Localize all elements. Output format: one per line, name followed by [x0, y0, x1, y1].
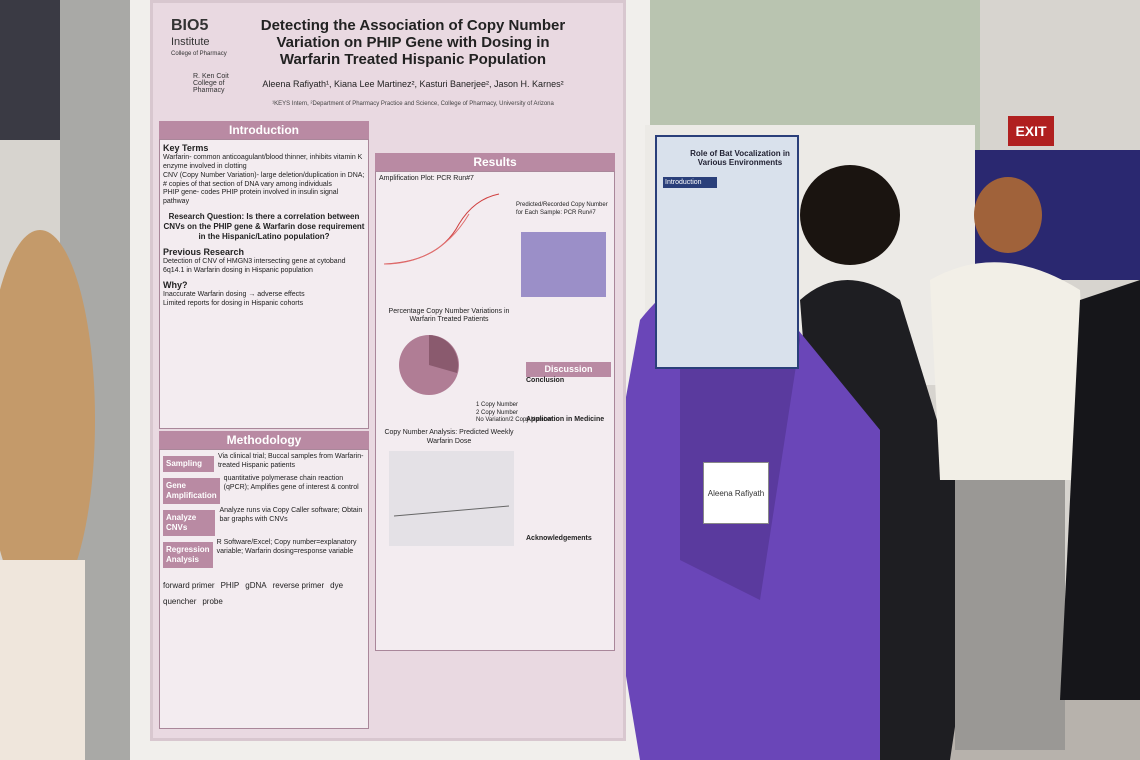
step-row: Analyze CNVs Analyze runs via Copy Caller…	[163, 507, 365, 539]
method-box: Sampling Via clinical trial; Buccal sampl…	[159, 449, 369, 729]
plot-title: Amplification Plot: PCR Run#7	[379, 175, 474, 182]
step-label: Sampling	[163, 456, 214, 472]
plot-title: Copy Number Analysis: Predicted Weekly W…	[384, 428, 514, 445]
subheader: Acknowledgements	[526, 534, 592, 542]
step-text: R Software/Excel; Copy number=explanator…	[216, 539, 357, 555]
authors: Aleena Rafiyath¹, Kiana Lee Martinez², K…	[262, 79, 564, 89]
section-header: Introduction	[159, 121, 369, 139]
poster: BIO5 Institute College of Pharmacy R. Ke…	[150, 0, 626, 741]
subheader: Key Terms	[163, 143, 209, 153]
logo: BIO5	[171, 17, 209, 34]
trend	[393, 505, 510, 517]
subheader: Previous Research	[163, 246, 245, 257]
intro-box: Key Terms Warfarin- common anticoagulant…	[159, 139, 369, 429]
logo-sub: Institute	[171, 36, 210, 48]
subheader: Conclusion	[526, 377, 565, 385]
curve	[383, 213, 470, 265]
pie	[399, 335, 459, 395]
name-badge: Aleena Rafiyath	[703, 462, 769, 524]
person-shirt	[930, 262, 1090, 480]
scatter-plot	[389, 451, 514, 547]
text: Limited reports for dosing in Hispanic c…	[163, 299, 304, 307]
diagram-label: probe	[202, 597, 223, 606]
legend-item: 2 Copy Number	[476, 409, 519, 416]
text: Detection of CNV of HMGN3 intersecting g…	[163, 258, 346, 274]
step-label: Analyze CNVs	[163, 510, 216, 536]
diagram-labels: forward primer PHIP gDNA reverse primer …	[163, 581, 365, 607]
bars	[521, 232, 606, 297]
person-left	[0, 560, 85, 760]
diagram-label: PHIP	[220, 581, 240, 590]
person-head-2	[974, 177, 1042, 253]
plot-title: Predicted/Recorded Copy Number for Each …	[516, 202, 608, 216]
term: PHIP gene- codes PHIP protein involved i…	[163, 189, 339, 205]
plot-title: Percentage Copy Number Variations in War…	[388, 307, 510, 324]
person-head	[800, 165, 900, 265]
step-text: Analyze runs via Copy Caller software; O…	[219, 507, 363, 523]
step-text: quantitative polymerase chain reaction (…	[223, 475, 359, 491]
college: R. Ken Coit College of Pharmacy	[193, 73, 229, 94]
pie-legend: 1 Copy Number 2 Copy Number No Variation…	[476, 402, 552, 425]
step-label: Gene Amplification	[163, 478, 220, 504]
results: Results Amplification Plot: PCR Run#7 Pr…	[375, 153, 615, 651]
diagram-label: gDNA	[245, 581, 267, 590]
plot-area	[389, 451, 514, 547]
ceiling	[0, 0, 60, 140]
poster-title: Detecting the Association of Copy Number…	[260, 17, 566, 68]
term: CNV (Copy Number Variation)- large delet…	[163, 171, 365, 188]
text: Inaccurate Warfarin dosing → adverse eff…	[163, 290, 305, 298]
introduction: Introduction Key Terms Warfarin- common …	[159, 121, 369, 429]
diagram-label: forward primer	[163, 581, 215, 590]
term: Warfarin- common anticoagulant/blood thi…	[163, 154, 363, 170]
methodology: Methodology Sampling Via clinical trial; …	[159, 431, 369, 729]
results-box: Amplification Plot: PCR Run#7 Predicted/…	[375, 171, 615, 651]
subheader: Why?	[163, 279, 188, 290]
curve	[383, 193, 500, 265]
diagram-label: quencher	[163, 597, 197, 606]
legend-item: No Variation/2 Copy Number	[476, 417, 553, 423]
step-text: Via clinical trial; Buccal samples from …	[217, 453, 364, 469]
step-row: Regression Analysis R Software/Excel; Cop…	[163, 539, 365, 571]
pie-slice	[429, 335, 459, 373]
second-poster-header: Introduction	[663, 177, 717, 188]
diagram-label: dye	[330, 581, 344, 590]
person-left-hair	[0, 230, 95, 610]
section-header: Results	[375, 153, 615, 171]
step-row: Gene Amplification quantitative polymeras…	[163, 475, 365, 507]
second-poster-title: Role of Bat Vocalization in Various Envi…	[690, 149, 790, 167]
section-header: Discussion	[526, 362, 611, 378]
step-row: Sampling Via clinical trial; Buccal sampl…	[163, 453, 365, 475]
subheader: Application in Medicine	[526, 416, 605, 423]
step-label: Regression Analysis	[163, 542, 213, 568]
diagram-label: reverse primer	[272, 581, 325, 590]
person-pants	[955, 480, 1065, 750]
legend-item: 1 Copy Number	[476, 402, 519, 408]
person-right	[1060, 280, 1140, 700]
logo-college: College of Pharmacy	[171, 51, 227, 57]
affiliation: ¹KEYS Intern, ²Department of Pharmacy Pr…	[272, 101, 554, 107]
bar-plot	[521, 232, 606, 297]
amplification-plot	[383, 193, 500, 265]
second-poster: Role of Bat Vocalization in Various Envi…	[655, 135, 799, 369]
discussion: Discussion Conclusion Application in Med…	[526, 362, 611, 544]
exit-sign: EXIT	[1008, 116, 1054, 146]
section-header: Methodology	[159, 431, 369, 449]
research-question: Research Question: Is there a correlatio…	[163, 211, 365, 241]
